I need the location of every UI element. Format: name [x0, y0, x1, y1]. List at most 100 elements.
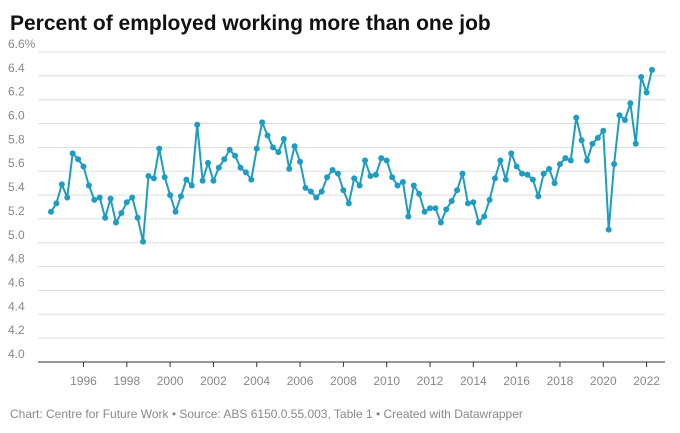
- point: [172, 208, 179, 215]
- point: [134, 214, 141, 221]
- x-tick-label: 2016: [503, 374, 530, 388]
- point: [578, 137, 585, 144]
- point: [329, 167, 336, 174]
- point: [183, 176, 190, 183]
- point: [551, 180, 558, 187]
- point: [140, 238, 147, 245]
- point: [372, 171, 379, 178]
- point: [464, 200, 471, 207]
- x-tick-label: 2006: [287, 374, 314, 388]
- y-tick-label: 4.6: [8, 275, 25, 289]
- point: [340, 187, 347, 194]
- y-tick-label: 5.0: [8, 228, 25, 242]
- point: [410, 182, 417, 189]
- point: [177, 193, 184, 200]
- point: [210, 177, 217, 184]
- point: [58, 181, 65, 188]
- y-tick-label: 4.8: [8, 252, 25, 266]
- y-tick-label: 6.0: [8, 109, 25, 123]
- point: [627, 100, 634, 107]
- point: [556, 161, 563, 168]
- point: [75, 156, 82, 163]
- point: [334, 170, 341, 177]
- point: [91, 196, 98, 203]
- point: [616, 112, 623, 119]
- point: [156, 145, 163, 152]
- x-tick-label: 2008: [330, 374, 357, 388]
- point: [286, 165, 293, 172]
- point: [389, 174, 396, 181]
- point: [221, 156, 228, 163]
- x-tick-label: 2002: [200, 374, 227, 388]
- point: [259, 119, 266, 126]
- point: [562, 155, 569, 162]
- point: [264, 132, 271, 139]
- point: [324, 174, 331, 181]
- point: [291, 143, 298, 150]
- point: [459, 170, 466, 177]
- point: [242, 169, 249, 176]
- point: [421, 208, 428, 215]
- point: [573, 114, 580, 121]
- point: [416, 190, 423, 197]
- point: [280, 136, 287, 143]
- point: [600, 127, 607, 134]
- point: [502, 176, 509, 183]
- point: [491, 175, 498, 182]
- y-tick-label: 5.4: [8, 180, 25, 194]
- point: [540, 170, 547, 177]
- point: [567, 157, 574, 164]
- x-tick-label: 2020: [590, 374, 617, 388]
- point: [524, 171, 531, 178]
- point: [194, 121, 201, 128]
- x-tick-label: 2004: [243, 374, 270, 388]
- y-tick-label: 4.4: [8, 299, 25, 313]
- line: [50, 69, 653, 242]
- x-tick-label: 2022: [633, 374, 660, 388]
- point: [302, 184, 309, 191]
- point: [454, 187, 461, 194]
- point: [367, 173, 374, 179]
- point: [529, 176, 536, 183]
- point: [513, 163, 520, 170]
- point: [237, 164, 244, 171]
- point: [638, 74, 645, 81]
- point: [621, 116, 628, 123]
- point: [405, 213, 412, 220]
- point: [53, 200, 60, 207]
- point: [215, 164, 222, 171]
- point: [161, 174, 168, 181]
- x-tick-label: 2014: [460, 374, 487, 388]
- point: [129, 194, 136, 201]
- point: [356, 182, 363, 189]
- point: [188, 182, 195, 189]
- chart-title: Percent of employed working more than on…: [10, 12, 491, 35]
- point: [589, 140, 596, 147]
- point: [313, 194, 320, 201]
- point: [205, 159, 212, 166]
- point: [519, 170, 526, 177]
- point: [383, 157, 390, 164]
- point: [80, 163, 87, 170]
- point: [481, 213, 488, 220]
- point: [399, 178, 406, 185]
- point: [351, 175, 358, 182]
- point: [611, 161, 618, 168]
- point: [145, 173, 152, 179]
- point: [226, 146, 233, 153]
- point: [345, 200, 352, 207]
- x-tick-label: 1998: [113, 374, 140, 388]
- point: [248, 176, 255, 183]
- point: [167, 192, 174, 199]
- y-tick-label: 5.6: [8, 156, 25, 170]
- point: [643, 89, 650, 96]
- point: [497, 157, 504, 164]
- point: [378, 155, 385, 162]
- point: [199, 177, 206, 184]
- point: [605, 226, 612, 233]
- x-tick-label: 2010: [373, 374, 400, 388]
- point: [475, 219, 482, 226]
- y-tick-label: 6.4: [8, 61, 25, 75]
- point: [448, 198, 455, 205]
- point: [253, 145, 260, 152]
